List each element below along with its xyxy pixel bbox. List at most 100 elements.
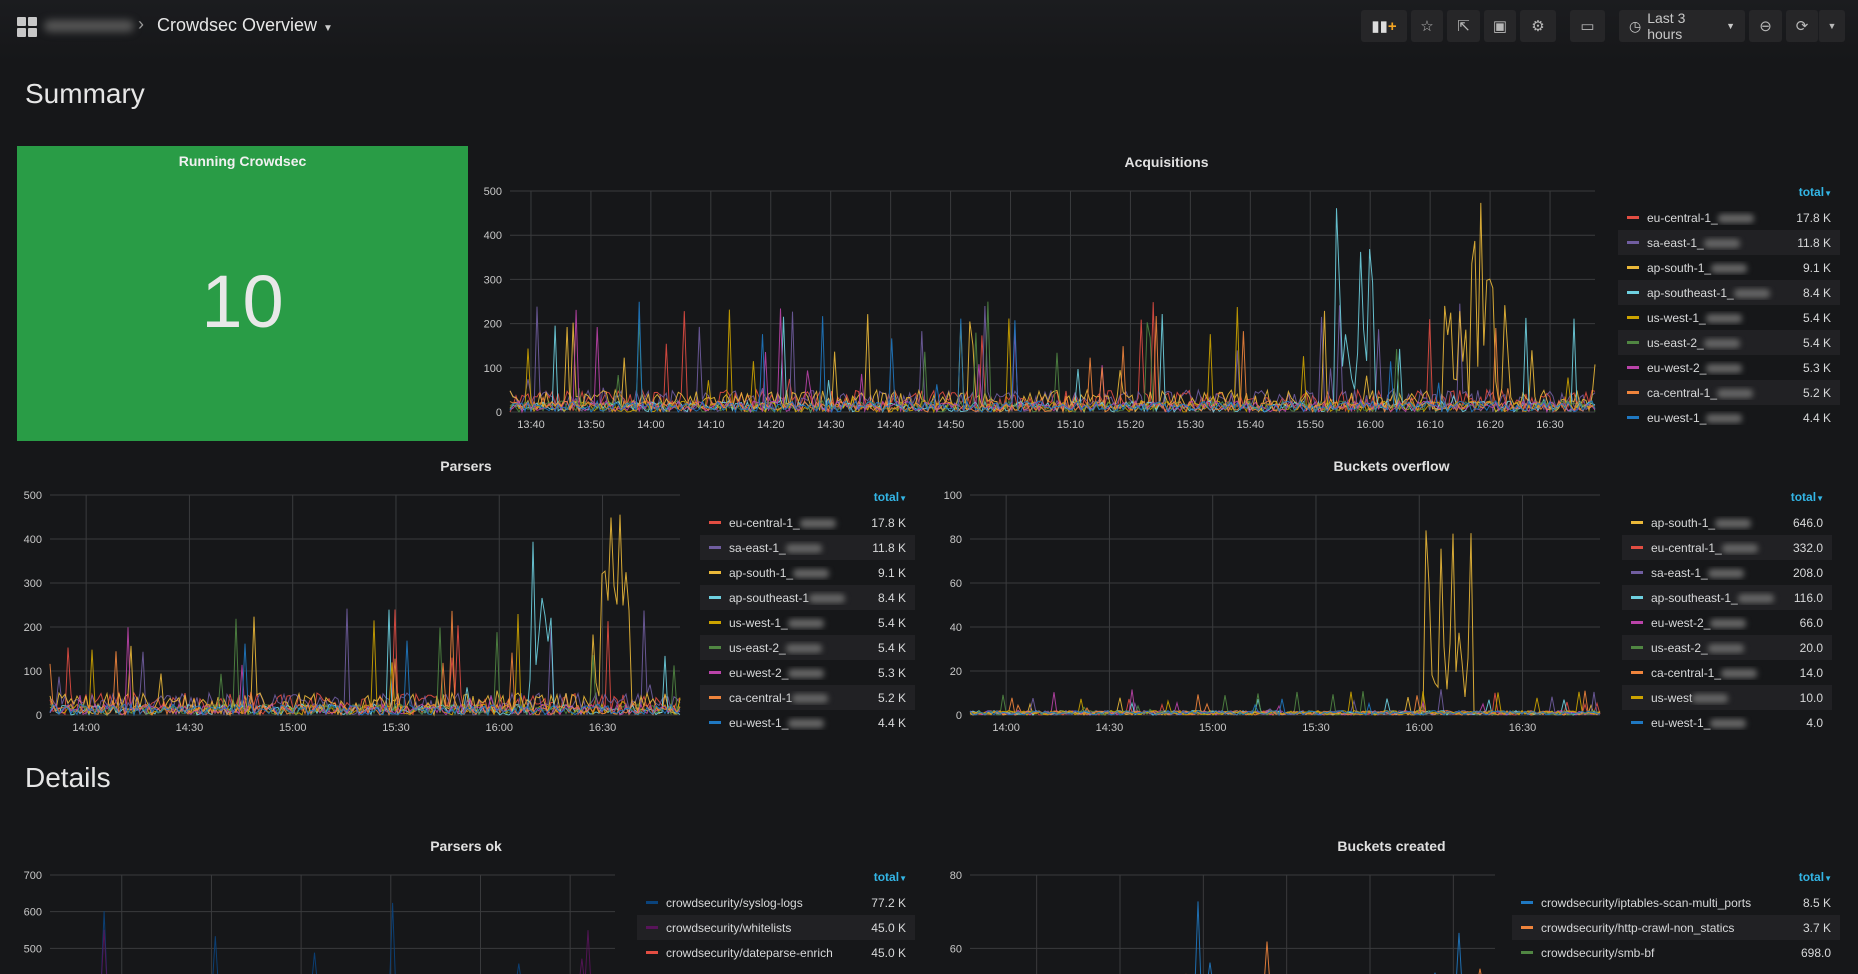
series-color-swatch[interactable] bbox=[709, 696, 721, 699]
series-color-swatch[interactable] bbox=[646, 926, 658, 929]
legend-item[interactable]: ap-southeast-1 8.4 K bbox=[700, 585, 915, 610]
legend-item[interactable]: crowdsecurity/syslog-logs 77.2 K bbox=[637, 890, 915, 915]
legend-series-name: sa-east-1_ bbox=[1647, 235, 1704, 250]
buckets-overflow-graph[interactable]: 0 20 40 60 80 100 14:00 14:30 15:00 15:30 16:00 16:… bbox=[930, 485, 1610, 740]
series-color-swatch[interactable] bbox=[709, 721, 721, 724]
legend-item[interactable]: us-west-1_ 5.4 K bbox=[1618, 305, 1840, 330]
panel-title[interactable]: Parsers bbox=[440, 458, 492, 474]
legend-item[interactable]: crowdsecurity/http-crawl-non_statics 3.7 … bbox=[1512, 915, 1840, 940]
series-color-swatch[interactable] bbox=[1521, 901, 1533, 904]
folder-breadcrumb[interactable] bbox=[44, 20, 134, 32]
legend-item[interactable]: ap-south-1_ 646.0 bbox=[1622, 510, 1832, 535]
series-color-swatch[interactable] bbox=[1627, 216, 1639, 219]
series-color-swatch[interactable] bbox=[1627, 366, 1639, 369]
legend-item[interactable]: crowdsecurity/smb-bf 698.0 bbox=[1512, 940, 1840, 965]
legend-sort-total[interactable]: total▼ bbox=[1512, 870, 1840, 890]
legend-item[interactable]: ap-southeast-1_ 116.0 bbox=[1622, 585, 1832, 610]
acquisitions-graph[interactable]: 0 100 200 300 400 500 13:40 13:50 14:00 14:10 14:2… bbox=[470, 181, 1605, 437]
legend-item[interactable]: eu-west-1_ 4.4 K bbox=[1618, 405, 1840, 430]
legend-item[interactable]: us-east-2_ 5.4 K bbox=[700, 635, 915, 660]
legend-item[interactable]: sa-east-1_ 11.8 K bbox=[1618, 230, 1840, 255]
legend-sort-total[interactable]: total▼ bbox=[700, 490, 915, 510]
legend-item[interactable]: eu-central-1_ 17.8 K bbox=[1618, 205, 1840, 230]
series-color-swatch[interactable] bbox=[1627, 416, 1639, 419]
panel-title[interactable]: Parsers ok bbox=[430, 838, 502, 854]
series-color-swatch[interactable] bbox=[1627, 266, 1639, 269]
legend-item[interactable]: crowdsecurity/dateparse-enrich 45.0 K bbox=[637, 940, 915, 965]
row-title-details[interactable]: Details bbox=[25, 762, 111, 793]
legend-item[interactable]: ap-south-1_ 9.1 K bbox=[700, 560, 915, 585]
series-color-swatch[interactable] bbox=[1627, 341, 1639, 344]
series-color-swatch[interactable] bbox=[1631, 721, 1643, 724]
legend-item[interactable]: sa-east-1_ 208.0 bbox=[1622, 560, 1832, 585]
series-color-swatch[interactable] bbox=[709, 521, 721, 524]
series-color-swatch[interactable] bbox=[1631, 546, 1643, 549]
series-color-swatch[interactable] bbox=[1631, 521, 1643, 524]
series-color-swatch[interactable] bbox=[1631, 671, 1643, 674]
series-color-swatch[interactable] bbox=[709, 546, 721, 549]
refresh-interval-dropdown[interactable]: ▼ bbox=[1818, 10, 1845, 42]
parsers-ok-graph[interactable]: 500 600 700 bbox=[10, 865, 625, 974]
legend-item[interactable]: eu-west-1_ 4.4 K bbox=[700, 710, 915, 735]
legend-sort-total[interactable]: total▼ bbox=[637, 870, 915, 890]
legend-item[interactable]: ca-central-1_ 5.2 K bbox=[1618, 380, 1840, 405]
series-color-swatch[interactable] bbox=[709, 621, 721, 624]
row-title-summary[interactable]: Summary bbox=[25, 78, 145, 109]
series-color-swatch[interactable] bbox=[1627, 391, 1639, 394]
legend-item[interactable]: us-west-1_ 5.4 K bbox=[700, 610, 915, 635]
x-tick-label: 16:30 bbox=[1536, 419, 1564, 431]
series-color-swatch[interactable] bbox=[1627, 316, 1639, 319]
legend-series-name: ap-south-1_ bbox=[1651, 515, 1716, 530]
legend-item[interactable]: ca-central-1_ 14.0 bbox=[1622, 660, 1832, 685]
zoom-out-button[interactable]: ⊖ bbox=[1749, 10, 1782, 42]
legend-item[interactable]: us-west 10.0 bbox=[1622, 685, 1832, 710]
panel-title[interactable]: Acquisitions bbox=[1124, 154, 1209, 170]
legend-sort-total[interactable]: total▼ bbox=[1622, 490, 1832, 510]
dashboard-title[interactable]: Crowdsec Overview ▼ bbox=[157, 15, 333, 36]
series-color-swatch[interactable] bbox=[1631, 696, 1643, 699]
legend-item[interactable]: sa-east-1_ 11.8 K bbox=[700, 535, 915, 560]
legend-item[interactable]: crowdsecurity/iptables-scan-multi_ports 8… bbox=[1512, 890, 1840, 915]
refresh-button[interactable]: ⟳ bbox=[1786, 10, 1818, 42]
series-color-swatch[interactable] bbox=[1521, 951, 1533, 954]
time-picker[interactable]: ◷ Last 3 hours ▼ bbox=[1619, 10, 1745, 42]
panel-title[interactable]: Buckets created bbox=[1337, 838, 1446, 854]
panel-title[interactable]: Running Crowdsec bbox=[178, 153, 307, 169]
series-color-swatch[interactable] bbox=[646, 951, 658, 954]
legend-item[interactable]: eu-west-2_ 5.3 K bbox=[700, 660, 915, 685]
series-color-swatch[interactable] bbox=[709, 596, 721, 599]
series-color-swatch[interactable] bbox=[709, 646, 721, 649]
legend-sort-total[interactable]: total▼ bbox=[1618, 185, 1840, 205]
legend-item[interactable]: ap-southeast-1_ 8.4 K bbox=[1618, 280, 1840, 305]
series-color-swatch[interactable] bbox=[709, 671, 721, 674]
series-color-swatch[interactable] bbox=[1631, 646, 1643, 649]
panel-title[interactable]: Buckets overflow bbox=[1333, 458, 1450, 474]
legend-item[interactable]: eu-central-1_ 17.8 K bbox=[700, 510, 915, 535]
legend-item[interactable]: eu-central-1_ 332.0 bbox=[1622, 535, 1832, 560]
save-button[interactable]: ▣ bbox=[1484, 10, 1516, 42]
tv-mode-button[interactable]: ▭ bbox=[1570, 10, 1605, 42]
legend-item[interactable]: eu-west-1_ 4.0 bbox=[1622, 710, 1832, 735]
legend-item[interactable]: eu-west-2_ 5.3 K bbox=[1618, 355, 1840, 380]
settings-button[interactable]: ⚙ bbox=[1520, 10, 1556, 42]
legend-item[interactable]: us-east-2_ 20.0 bbox=[1622, 635, 1832, 660]
buckets-created-graph[interactable]: 60 80 bbox=[930, 865, 1505, 974]
legend-item[interactable]: us-east-2_ 5.4 K bbox=[1618, 330, 1840, 355]
series-color-swatch[interactable] bbox=[1521, 926, 1533, 929]
star-button[interactable]: ☆ bbox=[1411, 10, 1443, 42]
share-button[interactable]: ⇱ bbox=[1447, 10, 1480, 42]
add-panel-button[interactable]: ▮▮+ bbox=[1361, 10, 1407, 42]
legend-item[interactable]: eu-west-2_ 66.0 bbox=[1622, 610, 1832, 635]
series-color-swatch[interactable] bbox=[1631, 596, 1643, 599]
parsers-graph[interactable]: 0 100 200 300 400 500 14:00 14:30 15:00 15:30 16:0… bbox=[10, 485, 690, 740]
legend-item[interactable]: ca-central-1 5.2 K bbox=[700, 685, 915, 710]
series-color-swatch[interactable] bbox=[1627, 241, 1639, 244]
legend-item[interactable]: ap-south-1_ 9.1 K bbox=[1618, 255, 1840, 280]
series-color-swatch[interactable] bbox=[646, 901, 658, 904]
series-color-swatch[interactable] bbox=[709, 571, 721, 574]
series-color-swatch[interactable] bbox=[1631, 571, 1643, 574]
series-color-swatch[interactable] bbox=[1631, 621, 1643, 624]
series-color-swatch[interactable] bbox=[1627, 291, 1639, 294]
legend-item[interactable]: crowdsecurity/whitelists 45.0 K bbox=[637, 915, 915, 940]
dashboards-grid-icon[interactable] bbox=[17, 17, 37, 37]
